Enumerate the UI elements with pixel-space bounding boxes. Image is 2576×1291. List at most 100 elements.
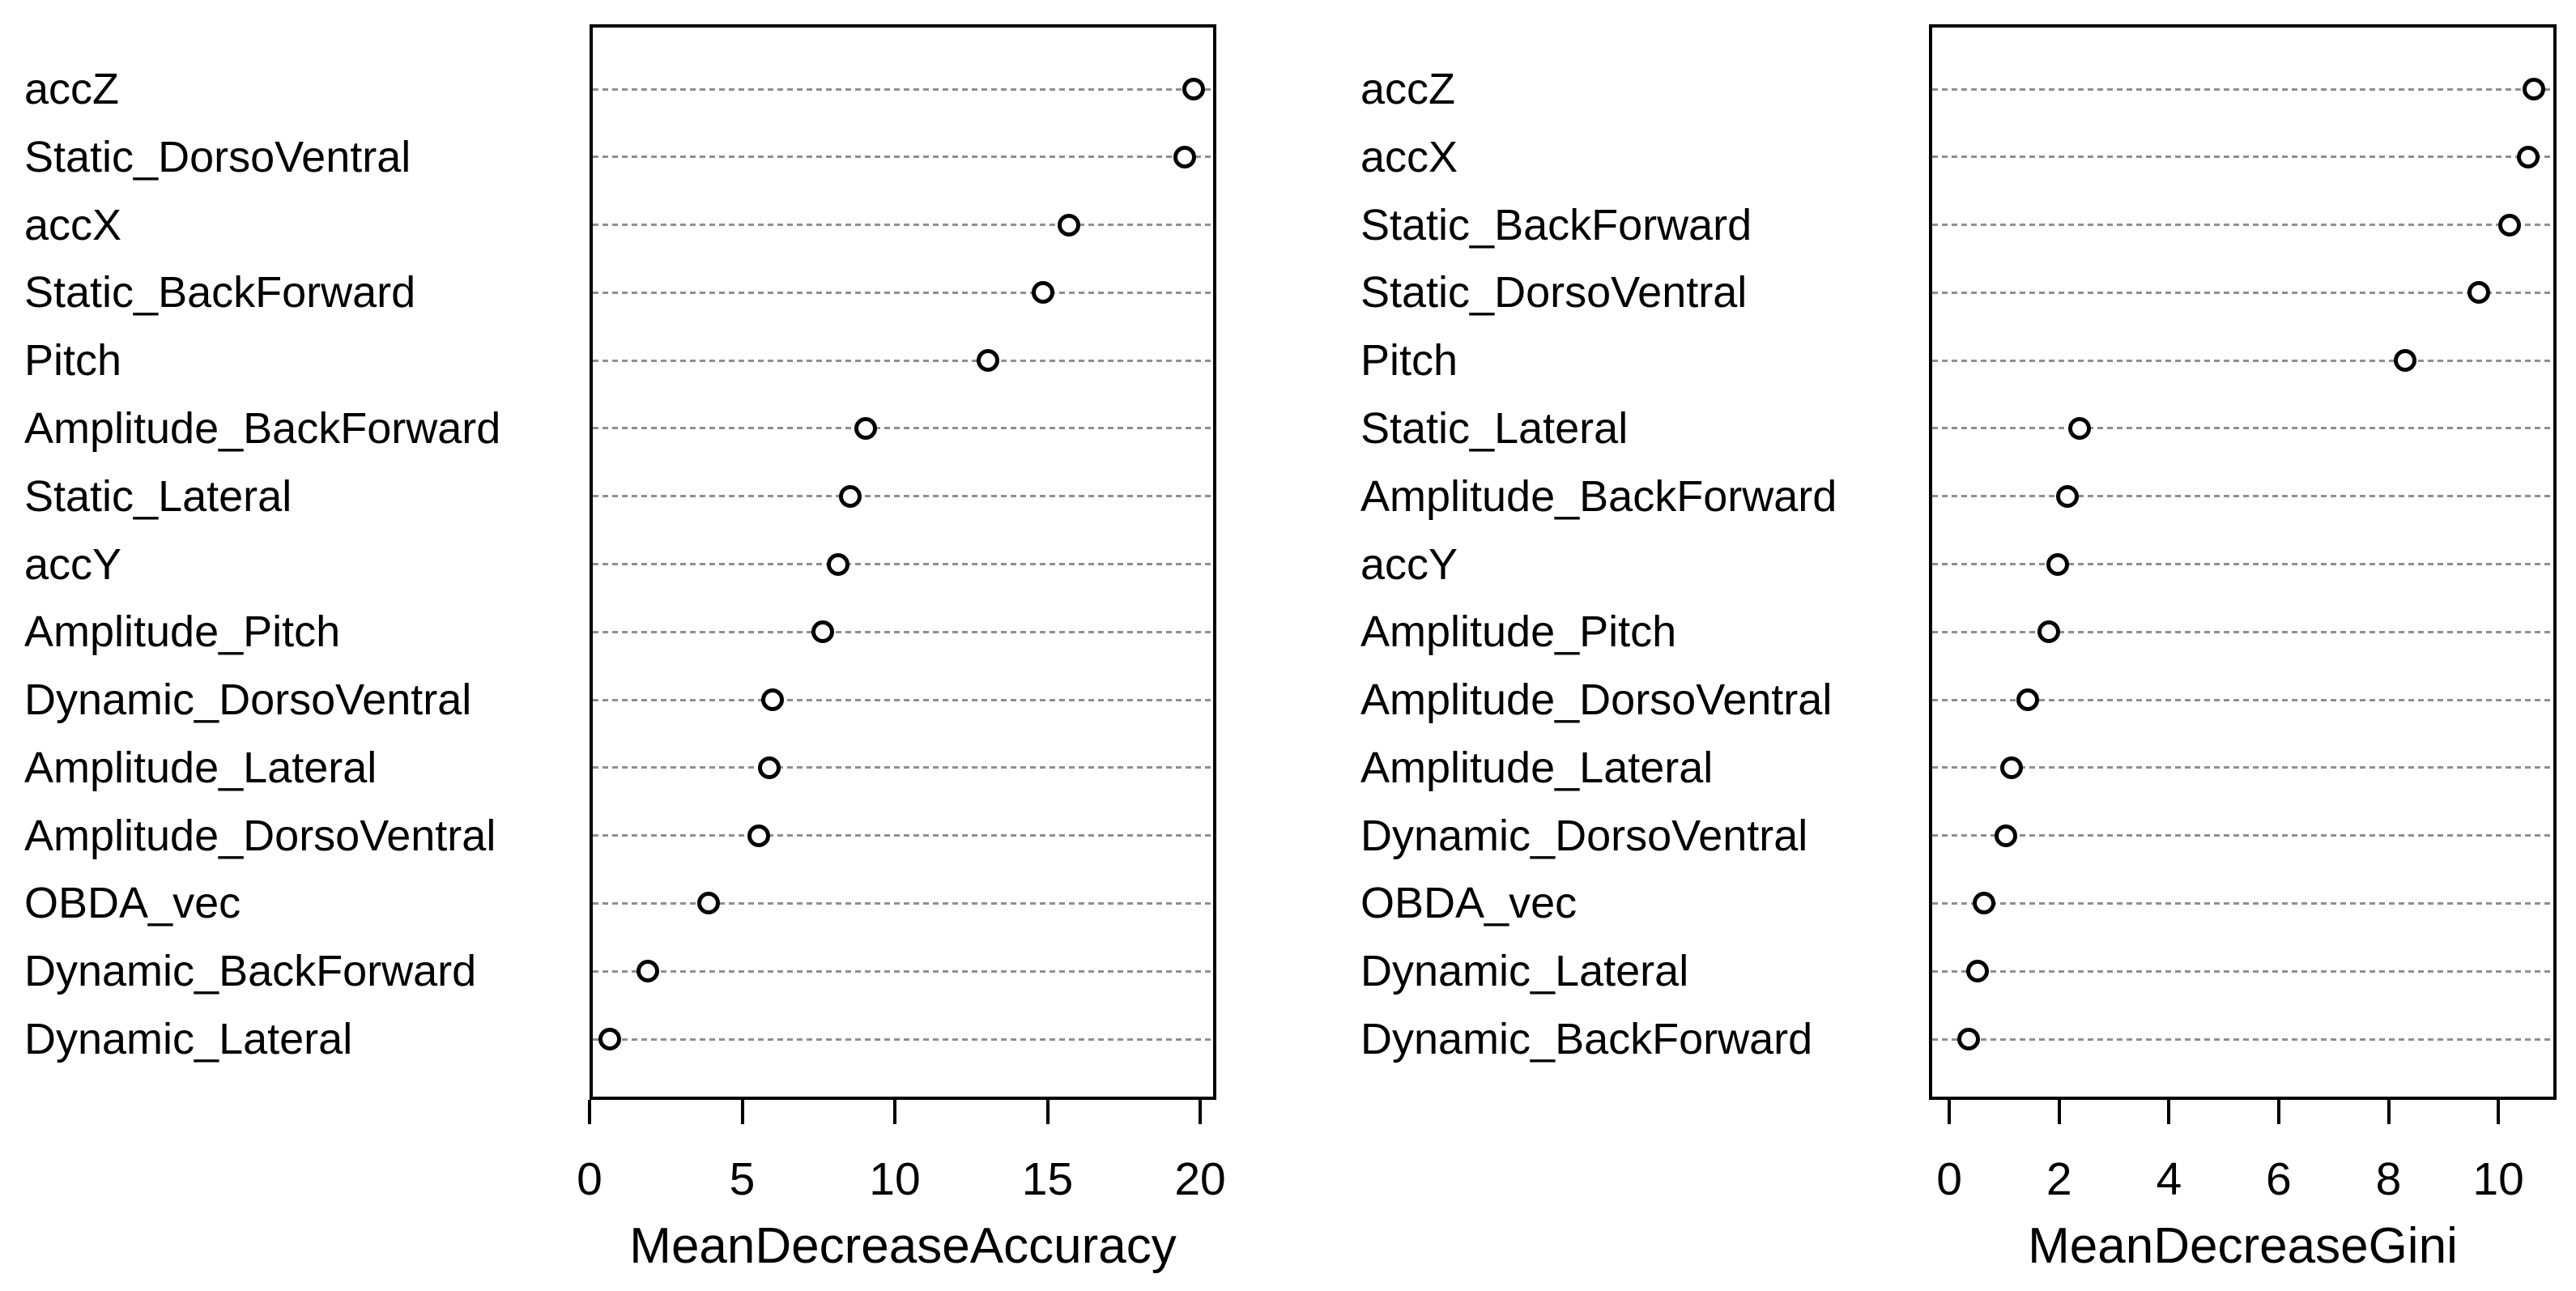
x-axis-tick-label: 10: [869, 1153, 921, 1205]
data-point-open-circle: [2393, 349, 2416, 373]
grid-dotted-line: [593, 87, 1213, 91]
data-point-open-circle: [2037, 620, 2060, 644]
plot-box-right: [1929, 24, 2557, 1100]
data-point-open-circle: [2467, 281, 2491, 305]
grid-dotted-line: [593, 156, 1213, 159]
data-point-open-circle: [2067, 416, 2091, 440]
data-point-open-circle: [2497, 213, 2521, 236]
grid-dotted-line: [593, 427, 1213, 430]
grid-dotted-line: [593, 495, 1213, 498]
variable-label: Static_Lateral: [24, 471, 292, 521]
grid-dotted-line: [1932, 495, 2553, 498]
variable-label: accY: [1360, 539, 1458, 589]
grid-dotted-line: [1932, 427, 2553, 430]
x-axis-title-right: MeanDecreaseGini: [2028, 1218, 2458, 1274]
x-axis-tick-label: 2: [2046, 1153, 2072, 1205]
data-point-open-circle: [2055, 484, 2079, 508]
x-axis-tick-label: 0: [1936, 1153, 1962, 1205]
variable-label: Pitch: [24, 336, 122, 386]
data-point-open-circle: [2523, 78, 2546, 100]
variable-label: accY: [24, 539, 122, 589]
variable-label: Dynamic_BackForward: [24, 947, 477, 996]
grid-dotted-line: [1932, 766, 2553, 769]
grid-dotted-line: [1932, 901, 2553, 905]
grid-dotted-line: [593, 901, 1213, 905]
data-point-open-circle: [598, 1028, 621, 1051]
grid-dotted-line: [1932, 630, 2553, 633]
data-point-open-circle: [839, 484, 862, 508]
data-point-open-circle: [811, 620, 835, 644]
grid-dotted-line: [1932, 1037, 2553, 1041]
variable-label: Static_DorsoVentral: [24, 132, 411, 181]
data-point-open-circle: [636, 960, 659, 983]
variable-label: Dynamic_DorsoVentral: [24, 675, 472, 725]
x-axis-tick-label: 10: [2472, 1153, 2524, 1205]
variable-label: accZ: [1360, 65, 1456, 113]
data-point-open-circle: [1173, 145, 1197, 168]
grid-dotted-line: [593, 291, 1213, 294]
data-point-open-circle: [1182, 78, 1206, 100]
grid-dotted-line: [1932, 969, 2553, 973]
x-axis-tick-label: 8: [2375, 1153, 2402, 1205]
grid-dotted-line: [1932, 291, 2553, 294]
x-axis-tick-label: 4: [2156, 1153, 2182, 1205]
variable-label: Pitch: [1360, 336, 1458, 386]
variable-label: Dynamic_BackForward: [1360, 1015, 1813, 1064]
grid-dotted-line: [1932, 359, 2553, 362]
grid-dotted-line: [593, 766, 1213, 769]
x-axis-tick: [1199, 1100, 1203, 1124]
x-axis-tick: [2387, 1100, 2391, 1124]
data-point-open-circle: [1057, 213, 1080, 236]
x-axis-tick: [740, 1100, 744, 1124]
data-point-open-circle: [2016, 688, 2040, 712]
x-axis-tick: [1045, 1100, 1050, 1124]
variable-label: OBDA_vec: [1360, 879, 1578, 928]
x-axis-tick: [2276, 1100, 2280, 1124]
x-axis-tick: [2057, 1100, 2061, 1124]
x-axis-tick-label: 6: [2266, 1153, 2292, 1205]
data-point-open-circle: [854, 416, 878, 440]
grid-dotted-line: [593, 563, 1213, 566]
grid-dotted-line: [593, 834, 1213, 837]
variable-label: Amplitude_Pitch: [1360, 607, 1677, 657]
x-axis-tick-label: 0: [577, 1153, 602, 1205]
x-axis-tick: [893, 1100, 896, 1124]
variable-label: accZ: [24, 65, 120, 113]
variable-label: Amplitude_DorsoVentral: [24, 811, 496, 860]
data-point-open-circle: [2517, 145, 2540, 168]
data-point-open-circle: [1957, 1028, 1981, 1051]
grid-dotted-line: [1932, 834, 2553, 837]
plot-box-left: [590, 24, 1216, 1100]
variable-label: Amplitude_BackForward: [1360, 471, 1837, 521]
variable-label: Static_Lateral: [1360, 403, 1629, 453]
data-point-open-circle: [1031, 281, 1054, 305]
grid-dotted-line: [593, 1037, 1213, 1041]
data-point-open-circle: [1973, 892, 1996, 915]
grid-dotted-line: [593, 969, 1213, 973]
data-point-open-circle: [1994, 824, 2017, 847]
variable-label: Static_BackForward: [24, 268, 416, 317]
grid-dotted-line: [1932, 156, 2553, 159]
variable-label: OBDA_vec: [24, 879, 241, 928]
variable-label: Static_BackForward: [1360, 200, 1752, 249]
variable-label: Amplitude_BackForward: [24, 403, 501, 453]
x-axis-tick-label: 5: [729, 1153, 756, 1205]
grid-dotted-line: [1932, 563, 2553, 566]
grid-dotted-line: [1932, 87, 2553, 91]
grid-dotted-line: [593, 698, 1213, 701]
variable-label: accX: [24, 200, 122, 249]
data-point-open-circle: [1966, 960, 1990, 983]
x-axis-tick: [2497, 1100, 2501, 1124]
variable-label: accX: [1360, 132, 1458, 181]
variable-label: Dynamic_Lateral: [24, 1015, 353, 1064]
data-point-open-circle: [976, 349, 999, 373]
x-axis-tick-label: 15: [1021, 1153, 1074, 1205]
variable-label: Amplitude_Lateral: [1360, 743, 1714, 792]
data-point-open-circle: [697, 892, 721, 915]
variable-label: Amplitude_Lateral: [24, 743, 377, 792]
grid-dotted-line: [593, 224, 1213, 227]
data-point-open-circle: [747, 824, 771, 847]
variable-label: Amplitude_Pitch: [24, 607, 341, 657]
x-axis-tick-label: 20: [1174, 1153, 1226, 1205]
